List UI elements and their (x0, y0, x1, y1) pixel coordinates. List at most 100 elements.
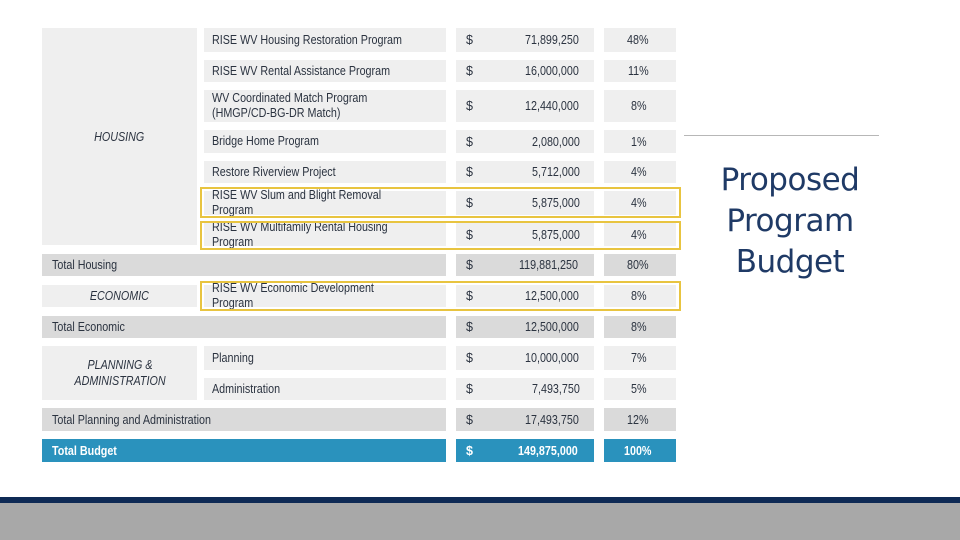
category-economic-label: ECONOMIC (89, 289, 150, 303)
currency-symbol: $ (466, 412, 473, 427)
amount-value: 17,493,750 (525, 412, 580, 427)
currency-symbol: $ (466, 165, 473, 179)
amount-value: 119,881,250 (519, 258, 579, 272)
amount-cell: $119,881,250 (456, 254, 594, 276)
percent-cell: 12% (604, 408, 676, 431)
program-name: Bridge Home Program (212, 134, 319, 148)
currency-symbol: $ (466, 196, 473, 210)
program-cell: WV Coordinated Match Program (HMGP/CD-BG… (204, 90, 446, 122)
program-name: RISE WV Multifamily Rental Housing Progr… (212, 219, 388, 249)
program-name: RISE WV Housing Restoration Program (212, 32, 402, 47)
amount-value: 10,000,000 (525, 351, 580, 365)
amount-cell: $16,000,000 (456, 60, 594, 82)
amount-value: 12,440,000 (525, 99, 580, 113)
percent-cell: 100% (604, 439, 676, 462)
amount-value: 12,500,000 (525, 320, 580, 334)
currency-symbol: $ (466, 99, 473, 113)
program-name: RISE WV Economic Development Program (212, 281, 374, 310)
title-line: Budget (735, 244, 845, 280)
percent-cell: 80% (604, 254, 676, 276)
amount-cell: $71,899,250 (456, 28, 594, 52)
amount-cell: $2,080,000 (456, 130, 594, 153)
program-cell: RISE WV Economic Development Program (204, 281, 446, 310)
percent-cell: 8% (604, 316, 676, 338)
percent-value: 8% (630, 320, 647, 334)
percent-cell: 7% (604, 346, 676, 370)
category-housing: HOUSING (42, 28, 197, 245)
percent-value: 4% (630, 227, 647, 242)
percent-value: 100% (624, 443, 652, 458)
amount-cell: $17,493,750 (456, 408, 594, 431)
percent-value: 12% (627, 412, 650, 427)
amount-cell: $149,875,000 (456, 439, 594, 462)
currency-symbol: $ (466, 320, 473, 334)
percent-value: 48% (627, 33, 650, 47)
program-name: RISE WV Slum and Blight Removal Program (212, 188, 382, 217)
percent-value: 4% (630, 165, 647, 179)
amount-cell: $5,875,000 (456, 223, 594, 246)
percent-cell: 5% (604, 378, 676, 400)
percent-cell: 1% (604, 130, 676, 153)
amount-value: 12,500,000 (525, 289, 580, 303)
percent-value: 80% (627, 258, 650, 272)
total-housing-label-cell: Total Housing (42, 254, 446, 276)
amount-cell: $7,493,750 (456, 378, 594, 400)
percent-cell: 4% (604, 223, 676, 246)
total-label: Total Housing (52, 258, 118, 272)
total-economic-label-cell: Total Economic (42, 316, 446, 338)
title-line: Proposed (720, 162, 860, 198)
footer-bar (0, 503, 960, 540)
percent-cell: 48% (604, 28, 676, 52)
currency-symbol: $ (466, 64, 473, 78)
percent-value: 5% (630, 382, 647, 396)
amount-value: 5,875,000 (532, 196, 581, 210)
program-name: Planning (212, 350, 254, 365)
amount-cell: $12,440,000 (456, 90, 594, 122)
currency-symbol: $ (466, 443, 473, 458)
amount-value: 149,875,000 (518, 443, 579, 458)
amount-value: 5,875,000 (532, 227, 581, 242)
percent-value: 8% (630, 289, 647, 303)
program-name: Restore Riverview Project (212, 164, 336, 179)
program-cell: RISE WV Slum and Blight Removal Program (204, 188, 446, 217)
percent-cell: 8% (604, 90, 676, 122)
currency-symbol: $ (466, 258, 473, 272)
program-cell: RISE WV Multifamily Rental Housing Progr… (204, 220, 446, 249)
percent-value: 7% (630, 351, 647, 365)
amount-value: 71,899,250 (525, 33, 580, 47)
program-name: RISE WV Rental Assistance Program (212, 63, 391, 78)
footer-accent-bar (0, 497, 960, 503)
percent-cell: 4% (604, 191, 676, 215)
currency-symbol: $ (466, 382, 473, 396)
category-planning-label: PLANNING & ADMINISTRATION (73, 358, 166, 388)
amount-cell: $10,000,000 (456, 346, 594, 370)
total-label: Total Budget (52, 443, 117, 458)
category-planning: PLANNING & ADMINISTRATION (42, 346, 197, 400)
percent-cell: 8% (604, 285, 676, 307)
currency-symbol: $ (466, 33, 473, 47)
total-planning-label-cell: Total Planning and Administration (42, 408, 446, 431)
amount-value: 7,493,750 (532, 382, 581, 396)
amount-value: 2,080,000 (532, 134, 581, 149)
program-cell: RISE WV Rental Assistance Program (204, 60, 446, 82)
slide-title: Proposed Program Budget (690, 160, 890, 283)
percent-value: 4% (630, 196, 647, 210)
amount-cell: $12,500,000 (456, 285, 594, 307)
program-name: Administration (212, 381, 281, 396)
program-name: WV Coordinated Match Program (HMGP/CD-BG… (212, 91, 368, 120)
category-housing-label: HOUSING (94, 129, 145, 144)
total-budget-label-cell: Total Budget (42, 439, 446, 462)
total-label: Total Planning and Administration (52, 412, 211, 427)
percent-value: 8% (630, 99, 647, 113)
percent-cell: 11% (604, 60, 676, 82)
title-rule (684, 135, 879, 136)
total-label: Total Economic (52, 320, 125, 334)
amount-cell: $5,712,000 (456, 161, 594, 183)
program-cell: Administration (204, 378, 446, 400)
amount-cell: $5,875,000 (456, 191, 594, 215)
currency-symbol: $ (466, 289, 473, 303)
amount-value: 5,712,000 (532, 165, 581, 179)
program-cell: Restore Riverview Project (204, 161, 446, 183)
title-line: Program (726, 203, 854, 239)
percent-value: 11% (627, 64, 649, 78)
